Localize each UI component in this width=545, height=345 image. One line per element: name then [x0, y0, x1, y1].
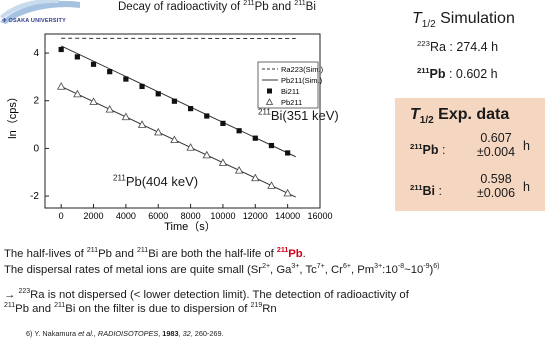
- legend-entry: Bi211: [281, 87, 300, 96]
- pb211-point: [218, 158, 228, 166]
- bi211-point: [268, 142, 275, 149]
- university-logo: ✢ OSAKA UNIVERSITY: [0, 0, 80, 36]
- y-tick-label: 2: [33, 96, 39, 107]
- chart-title: Decay of radioactivity of 211Pb and 211B…: [118, 0, 316, 13]
- bi211-point: [107, 69, 113, 75]
- bi211-point: [220, 120, 226, 126]
- legend-entry: Pb211: [281, 98, 302, 107]
- exp-bi-value: 0.598 ±0.006: [476, 172, 516, 200]
- pb211-point: [121, 112, 131, 121]
- x-tick-label: 10000: [210, 211, 235, 221]
- pb211-point: [56, 82, 66, 90]
- bi211-point: [74, 54, 80, 60]
- bi211-point: [139, 83, 145, 90]
- bi211-point: [285, 150, 291, 156]
- y-tick-label: -2: [30, 191, 39, 202]
- legend-entry: Pb211(Sim.): [281, 76, 323, 85]
- pb-annotation: 211Pb(404 keV): [113, 173, 199, 189]
- sim-ra-value: 223Ra : 274.4 h: [417, 38, 499, 54]
- logo-mark-icon: ✢: [2, 18, 9, 24]
- legend-triangle-icon: [265, 98, 274, 105]
- pb211-point: [202, 150, 211, 159]
- pb211-point: [137, 120, 147, 128]
- exp-title: T1/2 Exp. data: [410, 106, 510, 127]
- pb211-point: [73, 89, 82, 98]
- plot-frame: [44, 33, 321, 209]
- logo-text: ✢ OSAKA UNIVERSITY: [2, 18, 66, 24]
- x-tick-label: 4000: [116, 211, 136, 221]
- bi211-point: [123, 76, 129, 82]
- legend-box: [257, 61, 319, 109]
- pb211-point: [170, 135, 179, 144]
- bi211-point: [155, 91, 161, 97]
- simulation-box: T1/2 Simulation 223Ra : 274.4 h 211Pb : …: [395, 0, 545, 92]
- x-tick-label: 16000: [307, 211, 332, 221]
- x-tick-label: 0: [59, 211, 64, 221]
- bi-annotation: 211Bi(351 keV): [258, 107, 339, 123]
- pb211-point: [89, 97, 98, 105]
- decay-chart: 0 2000 4000 6000 8000 10000 12000 14000 16000 -2 0…: [6, 33, 333, 232]
- conclusion-line-1: The half-lives of 211Pb and 211Bi are bo…: [4, 247, 306, 260]
- reference-note: 6) Y. Nakamura et al., RADIOISOTOPES, 19…: [26, 329, 224, 338]
- bi211-point: [187, 106, 194, 112]
- x-tick-label: 2000: [84, 211, 104, 221]
- conclusion-line-3: → 223Ra is not dispersed (< lower detect…: [4, 288, 409, 301]
- pb211-point: [251, 173, 260, 182]
- legend-square-icon: [267, 88, 272, 94]
- exp-bi-label: 211Bi :: [410, 182, 442, 198]
- bi211-point: [171, 98, 178, 104]
- sim-title: T1/2 Simulation: [412, 10, 515, 31]
- x-tick-label: 8000: [181, 211, 201, 221]
- pb211-point: [154, 127, 163, 136]
- exp-pb-unit: h: [523, 139, 530, 153]
- x-tick-label: 14000: [275, 211, 300, 221]
- logo-swoosh-icon: [0, 0, 80, 24]
- bi211-point: [252, 135, 258, 141]
- exp-bi-unit: h: [523, 180, 530, 194]
- bi211-point: [204, 113, 210, 119]
- sim-pb-value: 211Pb : 0.602 h: [417, 65, 498, 81]
- y-tick-label: 4: [33, 48, 39, 59]
- pb211-point: [267, 181, 276, 189]
- bi211-point: [90, 61, 97, 67]
- x-tick-label: 12000: [243, 211, 268, 221]
- y-tick-label: 0: [33, 143, 39, 154]
- pb211-point: [283, 188, 292, 197]
- legend-entry: Ra223(Sim.): [281, 65, 324, 74]
- x-axis-label: Time（s）: [164, 220, 216, 232]
- y-axis-label: ln（cps）: [6, 91, 19, 139]
- pb211-point: [234, 166, 244, 174]
- experimental-data-box: T1/2 Exp. data 211Pb : 0.607 ±0.004 h 211…: [395, 98, 545, 211]
- bi211-point: [236, 128, 242, 134]
- exp-pb-label: 211Pb :: [410, 141, 446, 157]
- pb211-point: [105, 104, 114, 113]
- conclusion-line-4: 211Pb and 211Bi on the filter is due to …: [4, 302, 277, 315]
- exp-pb-value: 0.607 ±0.004: [476, 131, 516, 159]
- conclusion-line-2: The dispersal rates of metal ions are qu…: [4, 263, 440, 276]
- bi211-point: [58, 46, 64, 53]
- x-tick-label: 6000: [148, 211, 168, 221]
- pb211-point: [186, 143, 195, 151]
